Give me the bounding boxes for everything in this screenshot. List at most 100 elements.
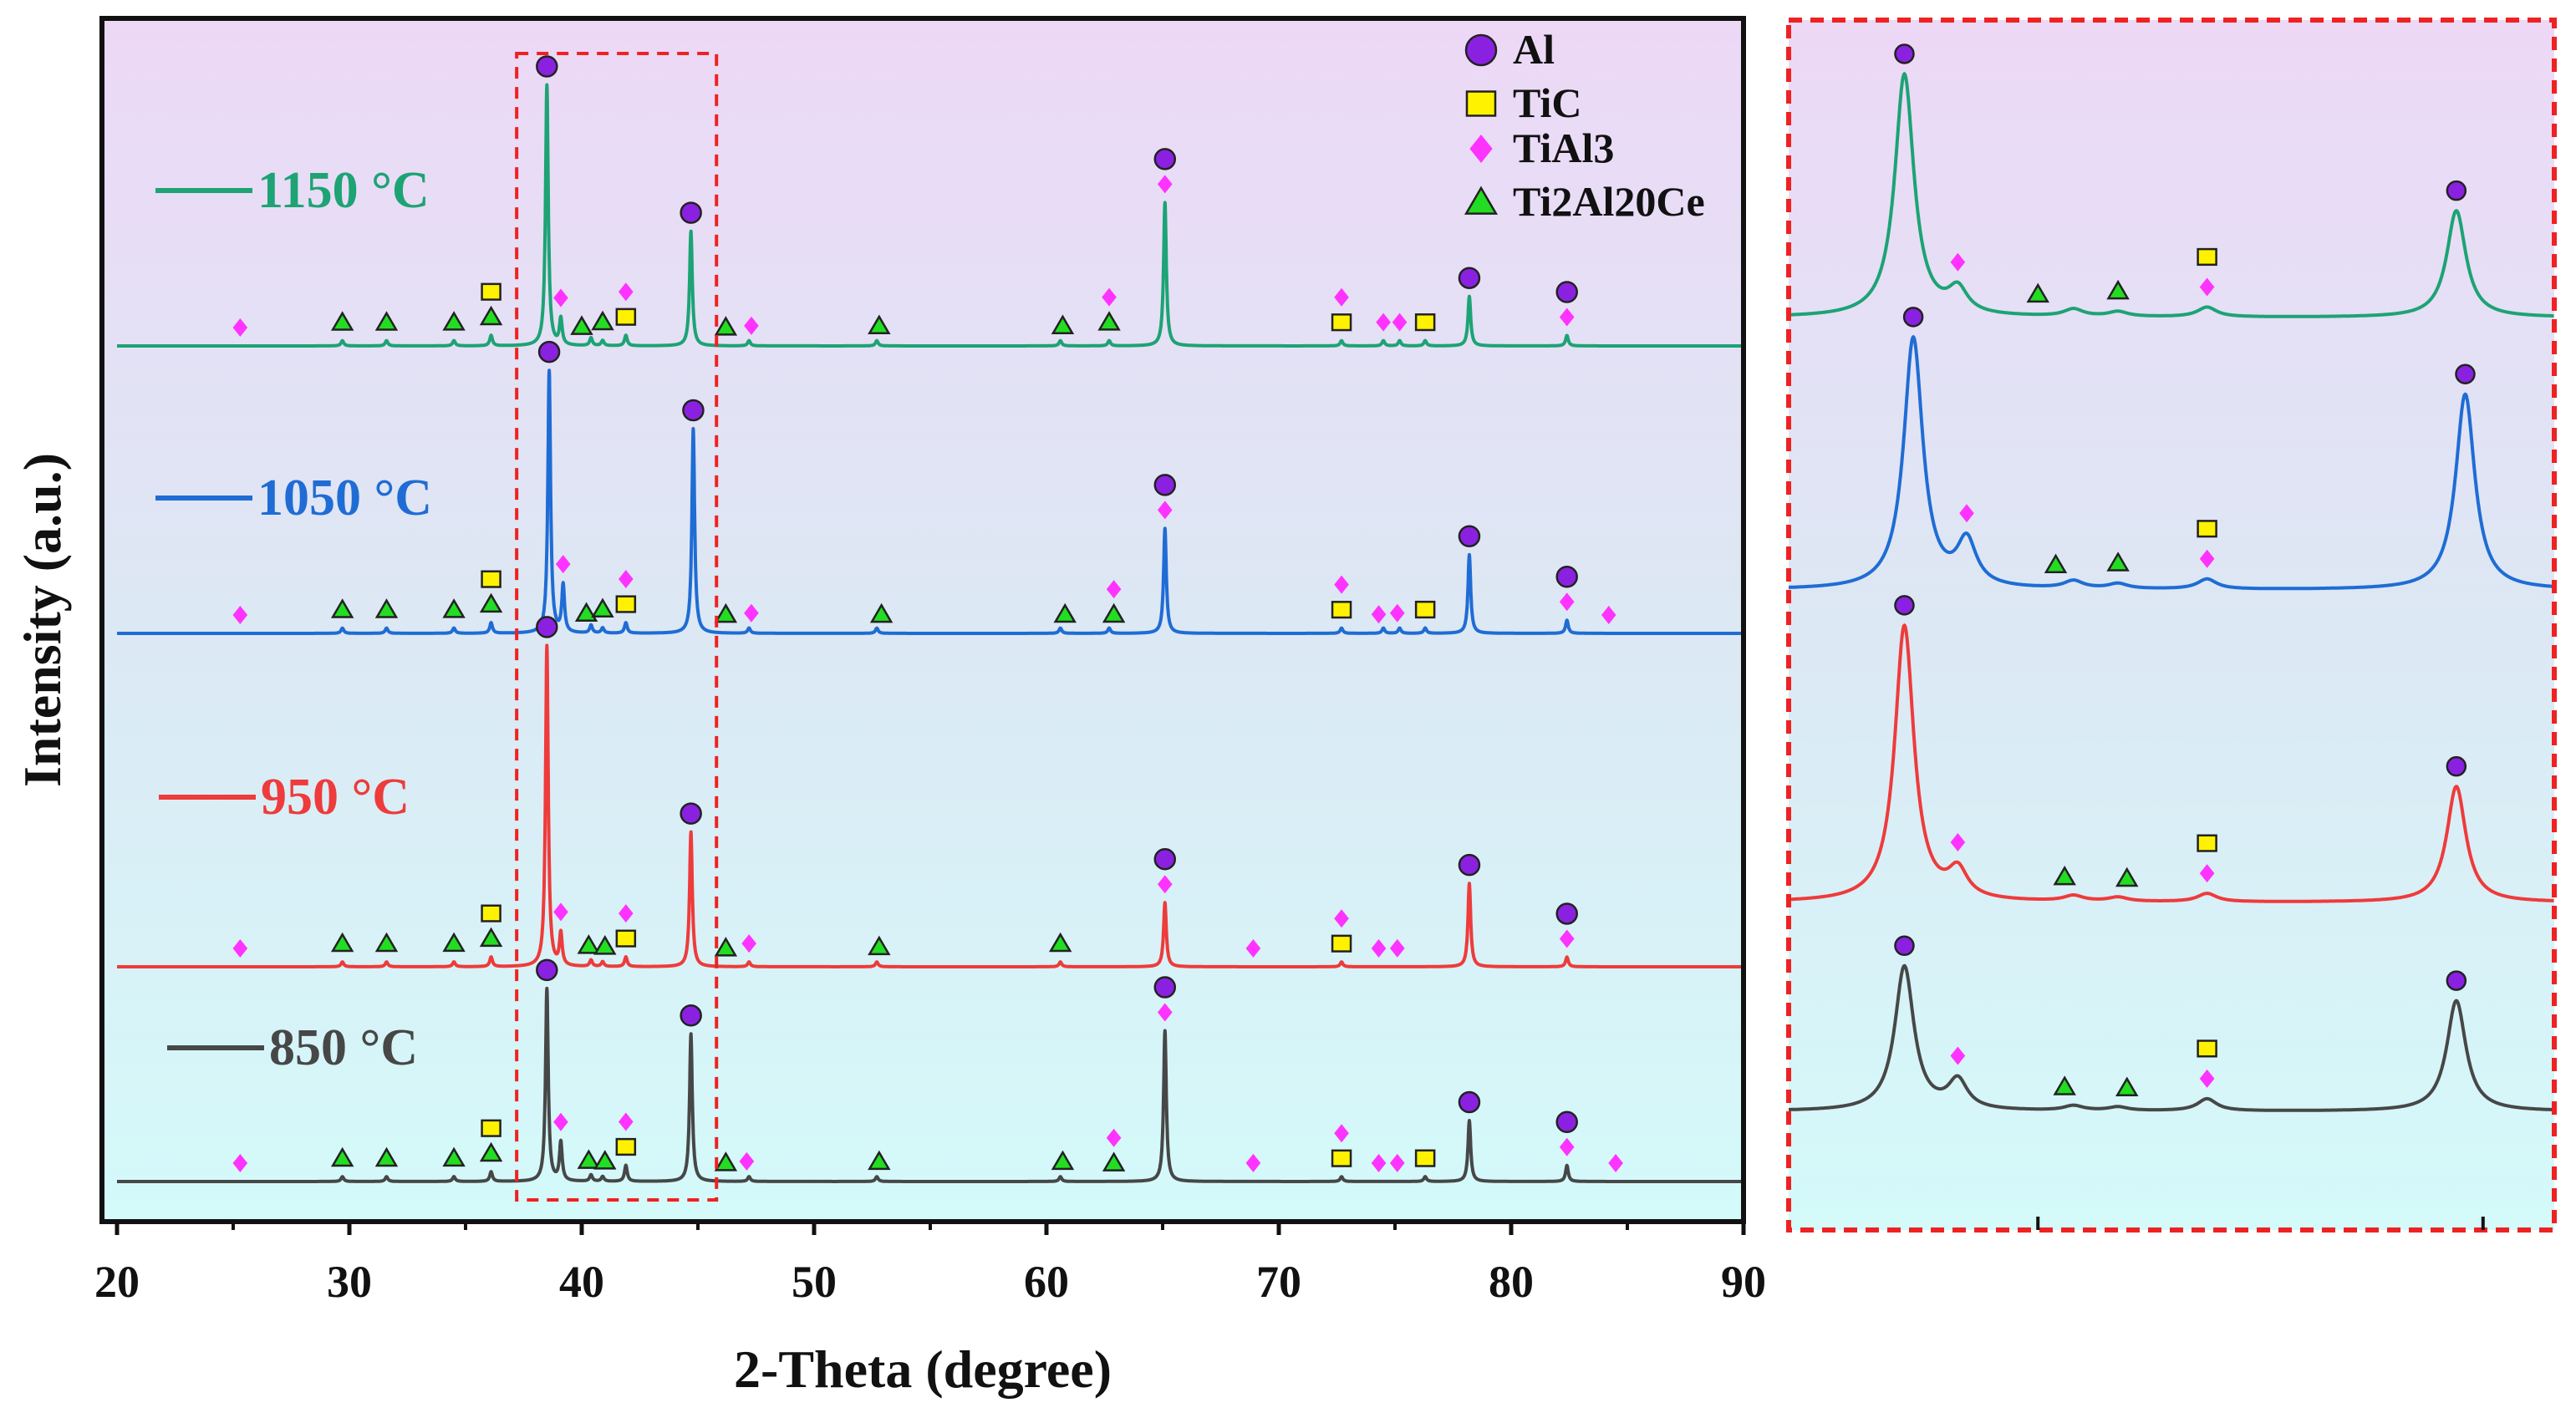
marker-square-s1-0 bbox=[481, 570, 501, 588]
marker-triangle-s3-9 bbox=[1102, 1151, 1126, 1172]
marker-diamond-s3-5 bbox=[1157, 1003, 1173, 1022]
y-axis-title: Intensity (a.u.) bbox=[13, 453, 72, 787]
series-label-3: 850 °C bbox=[269, 1019, 418, 1076]
marker-triangle-s3-8 bbox=[1051, 1150, 1075, 1171]
marker-circle-s1-0 bbox=[537, 340, 561, 363]
series-line-3 bbox=[115, 986, 1745, 1183]
marker-square-s0-2 bbox=[1331, 313, 1352, 332]
series-label-0: 1150 °C bbox=[257, 162, 430, 219]
marker-triangle-s0-0 bbox=[330, 311, 354, 331]
marker-triangle-s2-4 bbox=[577, 934, 601, 954]
marker-square-s0-3 bbox=[1414, 313, 1436, 332]
marker-triangle-s3-6 bbox=[714, 1151, 738, 1172]
x-tick-label-90: 90 bbox=[1721, 1257, 1766, 1307]
zoom-marker-circle-s2-1 bbox=[2446, 755, 2467, 777]
marker-square-s3-0 bbox=[481, 1119, 501, 1137]
marker-triangle-s3-2 bbox=[442, 1146, 466, 1167]
marker-triangle-s0-4 bbox=[570, 315, 593, 335]
marker-triangle-s1-7 bbox=[869, 602, 893, 623]
zoom-panel bbox=[1786, 18, 2557, 1232]
marker-diamond-s0-0 bbox=[232, 318, 248, 337]
marker-diamond-s2-7 bbox=[1371, 938, 1387, 958]
marker-triangle-s3-7 bbox=[868, 1150, 891, 1171]
marker-triangle-s2-2 bbox=[442, 932, 466, 953]
marker-diamond-s0-3 bbox=[744, 316, 759, 335]
marker-diamond-s0-2 bbox=[619, 282, 634, 302]
marker-triangle-s0-3 bbox=[479, 305, 503, 326]
marker-diamond-s2-9 bbox=[1559, 929, 1575, 948]
marker-diamond-s1-3 bbox=[744, 603, 759, 623]
marker-circle-s0-3 bbox=[1458, 267, 1481, 289]
marker-triangle-s0-2 bbox=[442, 311, 466, 331]
marker-square-s2-2 bbox=[1331, 934, 1352, 953]
marker-diamond-s2-1 bbox=[553, 902, 568, 922]
marker-square-s1-1 bbox=[615, 595, 637, 613]
legend-label-3: Ti2Al20Ce bbox=[1513, 178, 1705, 225]
x-tick-label-70: 70 bbox=[1256, 1257, 1301, 1307]
zoom-series-line-3 bbox=[1789, 963, 2554, 1112]
marker-diamond-s1-2 bbox=[619, 570, 634, 589]
marker-square-s1-3 bbox=[1414, 600, 1436, 619]
marker-diamond-s0-6 bbox=[1334, 287, 1349, 307]
zoom-marker-circle-s0-0 bbox=[1894, 43, 1915, 64]
zoom-marker-triangle-s3-5 bbox=[2115, 1076, 2139, 1096]
main-panel: 20 30 40 50 60 70 80 90 1150 °C 1050 °C 950 °C 850… bbox=[13, 16, 1766, 1399]
marker-diamond-s1-8 bbox=[1389, 603, 1405, 623]
marker-triangle-s2-1 bbox=[374, 932, 399, 953]
marker-circle-s0-2 bbox=[1153, 148, 1177, 170]
marker-triangle-s0-1 bbox=[374, 311, 399, 331]
zoom-markers-group bbox=[1894, 43, 2476, 1096]
marker-triangle-s1-2 bbox=[442, 598, 466, 618]
zoom-marker-triangle-s0-4 bbox=[2026, 282, 2049, 303]
legend-marker-1 bbox=[1465, 90, 1497, 117]
marker-diamond-s1-7 bbox=[1371, 605, 1387, 624]
marker-diamond-s1-1 bbox=[555, 555, 571, 574]
main-series-group bbox=[115, 83, 1745, 1183]
zoom-marker-triangle-s1-4 bbox=[2044, 553, 2068, 574]
marker-diamond-s3-8 bbox=[1371, 1153, 1387, 1172]
marker-circle-s1-1 bbox=[682, 399, 705, 422]
marker-circle-s3-0 bbox=[536, 958, 558, 982]
marker-square-s3-3 bbox=[1414, 1149, 1436, 1167]
marker-diamond-s1-4 bbox=[1106, 580, 1122, 599]
marker-diamond-s2-5 bbox=[1245, 938, 1261, 958]
main-plot-background bbox=[102, 18, 1744, 1222]
zoom-series-group bbox=[1788, 71, 2554, 1112]
marker-triangle-s0-8 bbox=[1051, 314, 1075, 334]
marker-diamond-s3-0 bbox=[232, 1153, 248, 1172]
marker-diamond-s1-9 bbox=[1559, 592, 1575, 612]
marker-triangle-s3-4 bbox=[577, 1149, 601, 1169]
legend-marker-0 bbox=[1464, 33, 1498, 67]
series-labels: 1150 °C 1050 °C 950 °C 850 °C bbox=[155, 162, 432, 1076]
x-axis-title: 2-Theta (degree) bbox=[734, 1339, 1112, 1399]
marker-circle-s1-2 bbox=[1153, 474, 1177, 496]
series-label-1: 1050 °C bbox=[257, 470, 432, 526]
marker-diamond-s0-7 bbox=[1376, 313, 1391, 332]
marker-triangle-s1-0 bbox=[330, 598, 354, 618]
marker-diamond-s2-3 bbox=[741, 934, 756, 953]
zoom-ticks bbox=[2036, 1217, 2485, 1230]
legend-label-2: TiAl3 bbox=[1513, 125, 1614, 171]
zoom-window-box bbox=[515, 52, 719, 1202]
marker-triangle-s2-5 bbox=[593, 935, 617, 955]
zoom-marker-square-s3-1 bbox=[2197, 1039, 2217, 1058]
marker-diamond-s2-8 bbox=[1389, 938, 1405, 958]
marker-circle-s2-3 bbox=[1458, 853, 1481, 877]
marker-triangle-s1-3 bbox=[479, 592, 503, 613]
marker-circle-s3-4 bbox=[1555, 1111, 1578, 1134]
marker-triangle-s1-6 bbox=[714, 602, 738, 623]
zoom-marker-diamond-s1-1 bbox=[1959, 504, 1974, 523]
marker-triangle-s3-3 bbox=[479, 1141, 503, 1162]
marker-triangle-s1-1 bbox=[374, 598, 399, 618]
legend-label-0: Al bbox=[1513, 26, 1555, 73]
x-tick-label-20: 20 bbox=[94, 1257, 140, 1307]
marker-square-s0-1 bbox=[615, 307, 637, 326]
marker-square-s3-2 bbox=[1331, 1149, 1352, 1167]
x-tick-label-80: 80 bbox=[1489, 1257, 1534, 1307]
x-tick-label-40: 40 bbox=[559, 1257, 604, 1307]
main-markers-group bbox=[232, 55, 1623, 1172]
marker-diamond-s1-0 bbox=[232, 605, 248, 624]
marker-triangle-s1-4 bbox=[574, 602, 598, 622]
marker-diamond-s0-9 bbox=[1559, 307, 1575, 327]
zoom-series-line-1 bbox=[1789, 334, 2554, 591]
